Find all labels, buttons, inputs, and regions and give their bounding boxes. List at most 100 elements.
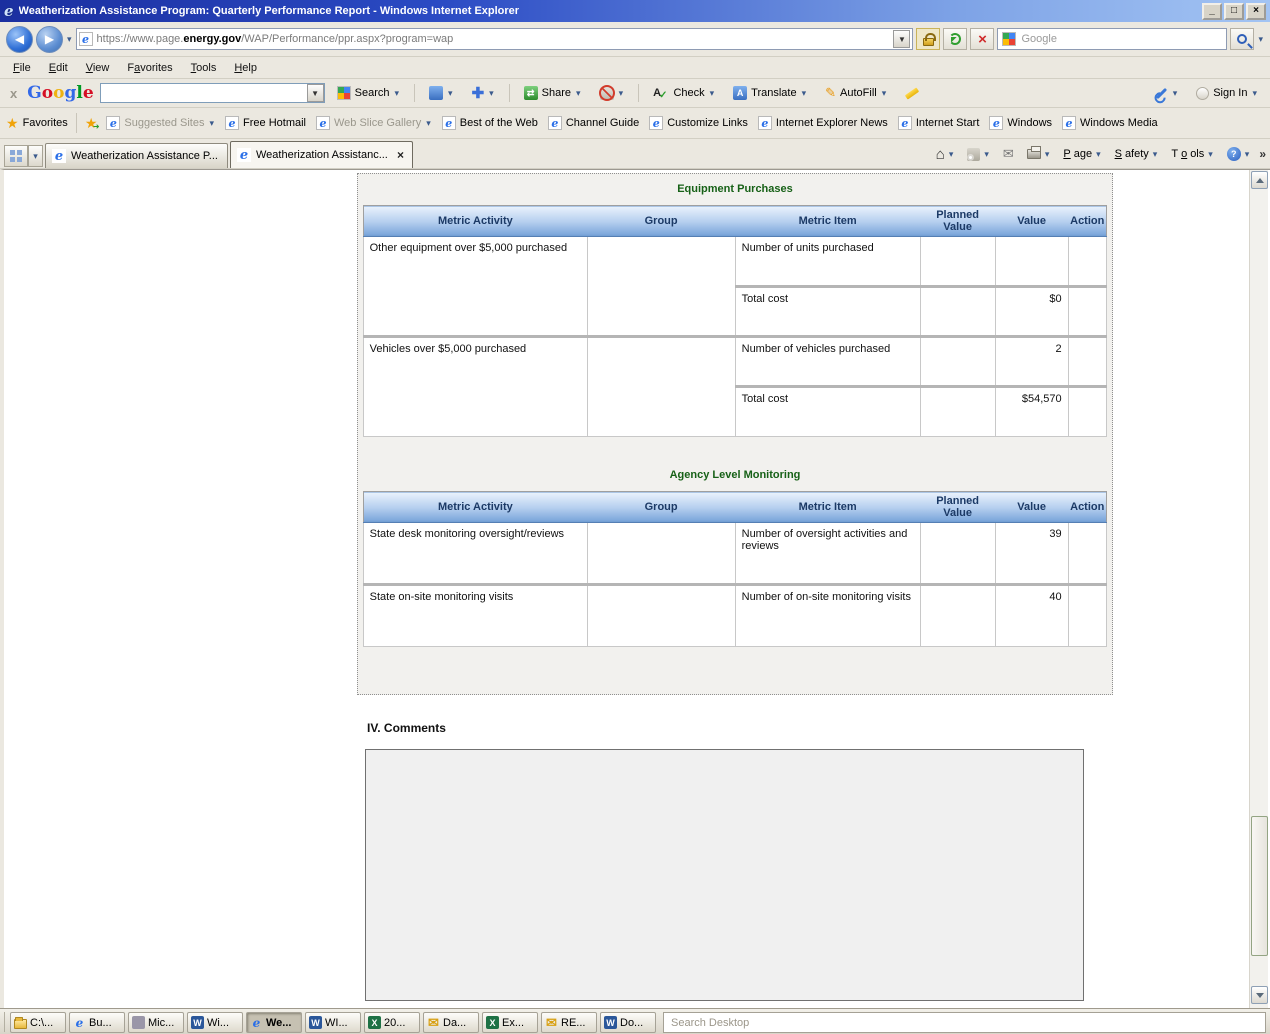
sidewiki-icon [429, 86, 444, 100]
favorites-link[interactable]: e Windows Media [1057, 113, 1163, 133]
favorites-link[interactable]: e Best of the Web [437, 113, 543, 133]
taskbar-button[interactable]: e Bu... [69, 1012, 125, 1033]
favorites-link[interactable]: e Internet Start [893, 113, 985, 133]
search-input[interactable]: Google [997, 28, 1228, 50]
toolbar-search-button[interactable]: Search ▾ [331, 83, 406, 103]
taskbar-button[interactable]: W Do... [600, 1012, 656, 1033]
favorites-link[interactable]: e Internet Explorer News [753, 113, 893, 133]
report-sections: Equipment Purchases Metric Activity Group M… [358, 174, 1112, 647]
browser-tab[interactable]: e Weatherization Assistanc... × [230, 141, 413, 168]
favorites-link[interactable]: e Web Slice Gallery ▾ [311, 113, 437, 133]
forward-button[interactable]: ▶ [36, 25, 63, 53]
scrollbar-thumb[interactable] [1251, 816, 1268, 956]
toolbar-settings-button[interactable]: ▾ [1149, 85, 1185, 102]
toolbar-close-icon[interactable]: x [10, 85, 18, 101]
favorites-link[interactable]: e Windows [984, 113, 1057, 133]
menu-help[interactable]: Help [234, 61, 257, 74]
google-toolbar-search-input[interactable]: ▼ [99, 83, 325, 103]
taskbar-button[interactable]: C:\... [10, 1012, 66, 1033]
tab-list-dropdown-button[interactable]: ▾ [28, 145, 43, 167]
address-dropdown-button[interactable]: ▼ [893, 30, 911, 48]
group-cell [586, 335, 736, 437]
tab-close-icon[interactable]: × [396, 148, 404, 162]
comments-textarea[interactable] [365, 749, 1084, 1001]
overflow-chevron-icon[interactable]: » [1259, 147, 1266, 161]
mail-icon: ✉ [546, 1014, 557, 1030]
metric-item-cell: Number of on-site monitoring visits [734, 583, 921, 647]
favorites-link-label: Internet Start [915, 117, 980, 129]
column-header: Metric Item [735, 491, 921, 523]
taskbar-button[interactable]: ✉ RE... [541, 1012, 597, 1033]
ie-page-icon: e [441, 116, 456, 130]
metric-activity-cell: State on-site monitoring visits [362, 583, 588, 647]
autofill-button[interactable]: ✎ AutoFill ▾ [825, 85, 887, 100]
column-header: Planned Value [920, 205, 996, 237]
action-cell [1067, 236, 1108, 287]
help-button[interactable]: ? ▾ [1223, 145, 1255, 163]
search-dropdown-icon[interactable]: ▾ [1258, 33, 1263, 44]
popup-blocker-button[interactable]: ▾ [594, 83, 631, 103]
refresh-button[interactable] [943, 28, 968, 50]
menu-view[interactable]: View [85, 61, 110, 74]
favorites-link[interactable]: e Channel Guide [543, 113, 644, 133]
minimize-button[interactable]: _ [1202, 2, 1222, 20]
browser-tab[interactable]: e Weatherization Assistance P... [45, 143, 228, 168]
spell-check-button[interactable]: A Check ▾ [647, 84, 721, 102]
desktop-search-input[interactable]: Search Desktop [663, 1012, 1266, 1033]
menu-file[interactable]: File [13, 61, 31, 74]
address-input[interactable]: e https://www.page.energy.gov/WAP/Perfor… [75, 28, 914, 50]
taskbar-button[interactable]: W Wi... [187, 1012, 243, 1033]
favorites-link[interactable]: e Suggested Sites ▾ [101, 113, 220, 133]
add-to-favorites-icon[interactable]: ★ [85, 115, 99, 132]
favorites-link-label: Suggested Sites [124, 117, 205, 129]
menu-favorites[interactable]: Favorites [127, 61, 173, 74]
sign-in-button[interactable]: Sign In ▾ [1190, 84, 1264, 103]
quick-tabs-button[interactable] [4, 145, 28, 167]
security-lock-icon[interactable] [916, 28, 941, 50]
search-button[interactable] [1230, 28, 1255, 50]
translate-button[interactable]: A Translate ▾ [727, 83, 813, 103]
column-header: Group [587, 491, 736, 523]
menu-edit[interactable]: Edit [48, 61, 68, 74]
taskbar-button[interactable]: e We... [246, 1012, 302, 1033]
ie-page-icon: e [1062, 116, 1077, 130]
scroll-up-button[interactable] [1251, 171, 1268, 189]
add-gadget-button[interactable]: ✚ ▾ [471, 84, 494, 102]
feeds-button[interactable]: ▾ [963, 146, 994, 163]
menu-tools[interactable]: Tools [190, 61, 217, 74]
favorites-label[interactable]: Favorites [22, 117, 68, 129]
taskbar-button[interactable]: X Ex... [482, 1012, 538, 1033]
close-button[interactable]: × [1246, 2, 1266, 20]
sidewiki-button[interactable]: ▾ [423, 83, 460, 103]
scroll-down-button[interactable] [1251, 986, 1268, 1004]
favorites-link[interactable]: e Free Hotmail [220, 113, 311, 133]
vertical-scrollbar[interactable] [1249, 170, 1268, 1008]
stop-button[interactable]: × [970, 28, 995, 50]
maximize-button[interactable]: □ [1224, 2, 1244, 20]
home-button[interactable]: ⌂ ▾ [935, 145, 954, 163]
toolbar-search-dropdown-button[interactable]: ▼ [306, 84, 324, 102]
share-button[interactable]: ⇄ Share ▾ [518, 83, 588, 103]
highlighter-button[interactable] [899, 86, 925, 100]
favorites-link[interactable]: e Customize Links [644, 113, 753, 133]
excel-icon: X [368, 1016, 381, 1029]
taskbar-button[interactable]: ✉ Da... [423, 1012, 479, 1033]
url-text[interactable]: https://www.page.energy.gov/WAP/Performa… [96, 33, 454, 45]
taskbar-button-label: Wi... [207, 1016, 229, 1029]
taskbar-button[interactable]: W WI... [305, 1012, 361, 1033]
popup-blocker-icon [598, 85, 615, 101]
history-dropdown-icon[interactable]: ▾ [67, 33, 72, 44]
column-header: Action [1068, 205, 1107, 237]
print-button[interactable]: ▾ [1023, 146, 1055, 162]
back-button[interactable]: ◀ [6, 25, 33, 53]
favorites-star-icon[interactable]: ★ [6, 114, 19, 131]
taskbar-button[interactable]: X 20... [364, 1012, 420, 1033]
taskbar-button[interactable]: Mic... [128, 1012, 184, 1033]
taskbar-button-label: We... [266, 1016, 292, 1029]
taskbar-button-label: Ex... [502, 1016, 525, 1029]
read-mail-button[interactable]: ✉ [999, 144, 1018, 164]
